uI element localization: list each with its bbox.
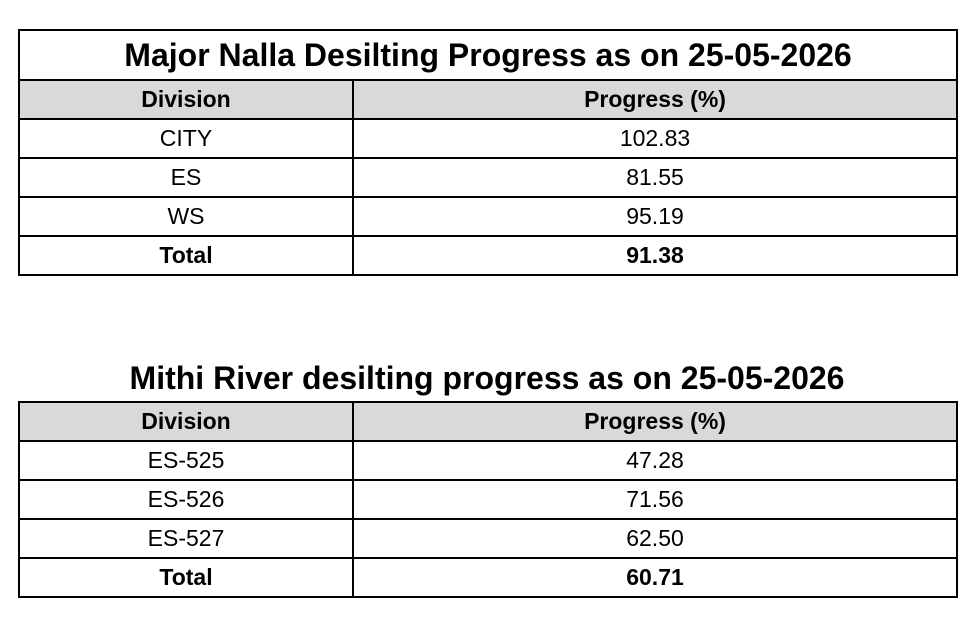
progress-cell: 62.50 bbox=[352, 518, 958, 559]
total-value: 60.71 bbox=[352, 557, 958, 598]
table-row: WS 95.19 bbox=[18, 196, 958, 237]
table-row: ES-527 62.50 bbox=[18, 518, 958, 559]
progress-cell: 102.83 bbox=[352, 118, 958, 159]
total-value: 91.38 bbox=[352, 235, 958, 276]
division-header: Division bbox=[18, 79, 354, 120]
table-title: Major Nalla Desilting Progress as on 25-… bbox=[18, 29, 958, 81]
table-header-row: Division Progress (%) bbox=[18, 79, 958, 120]
mithi-table-title: Mithi River desilting progress as on 25-… bbox=[129, 360, 845, 396]
table-header-row: Division Progress (%) bbox=[18, 401, 958, 442]
progress-cell: 81.55 bbox=[352, 157, 958, 198]
progress-cell: 95.19 bbox=[352, 196, 958, 237]
nalla-desilting-table: Major Nalla Desilting Progress as on 25-… bbox=[18, 29, 958, 276]
table-row: ES-526 71.56 bbox=[18, 479, 958, 520]
total-row: Total 60.71 bbox=[18, 557, 958, 598]
division-cell: CITY bbox=[18, 118, 354, 159]
division-cell: ES bbox=[18, 157, 354, 198]
division-cell: WS bbox=[18, 196, 354, 237]
progress-header: Progress (%) bbox=[352, 79, 958, 120]
table-title-row: Major Nalla Desilting Progress as on 25-… bbox=[18, 29, 958, 81]
table-row: CITY 102.83 bbox=[18, 118, 958, 159]
division-header: Division bbox=[18, 401, 354, 442]
total-label: Total bbox=[18, 557, 354, 598]
mithi-desilting-table: Division Progress (%) ES-525 47.28 ES-52… bbox=[18, 401, 958, 598]
table-row: ES 81.55 bbox=[18, 157, 958, 198]
total-row: Total 91.38 bbox=[18, 235, 958, 276]
progress-header: Progress (%) bbox=[352, 401, 958, 442]
division-cell: ES-525 bbox=[18, 440, 354, 481]
division-cell: ES-526 bbox=[18, 479, 354, 520]
table-row: ES-525 47.28 bbox=[18, 440, 958, 481]
division-cell: ES-527 bbox=[18, 518, 354, 559]
progress-cell: 71.56 bbox=[352, 479, 958, 520]
progress-cell: 47.28 bbox=[352, 440, 958, 481]
total-label: Total bbox=[18, 235, 354, 276]
